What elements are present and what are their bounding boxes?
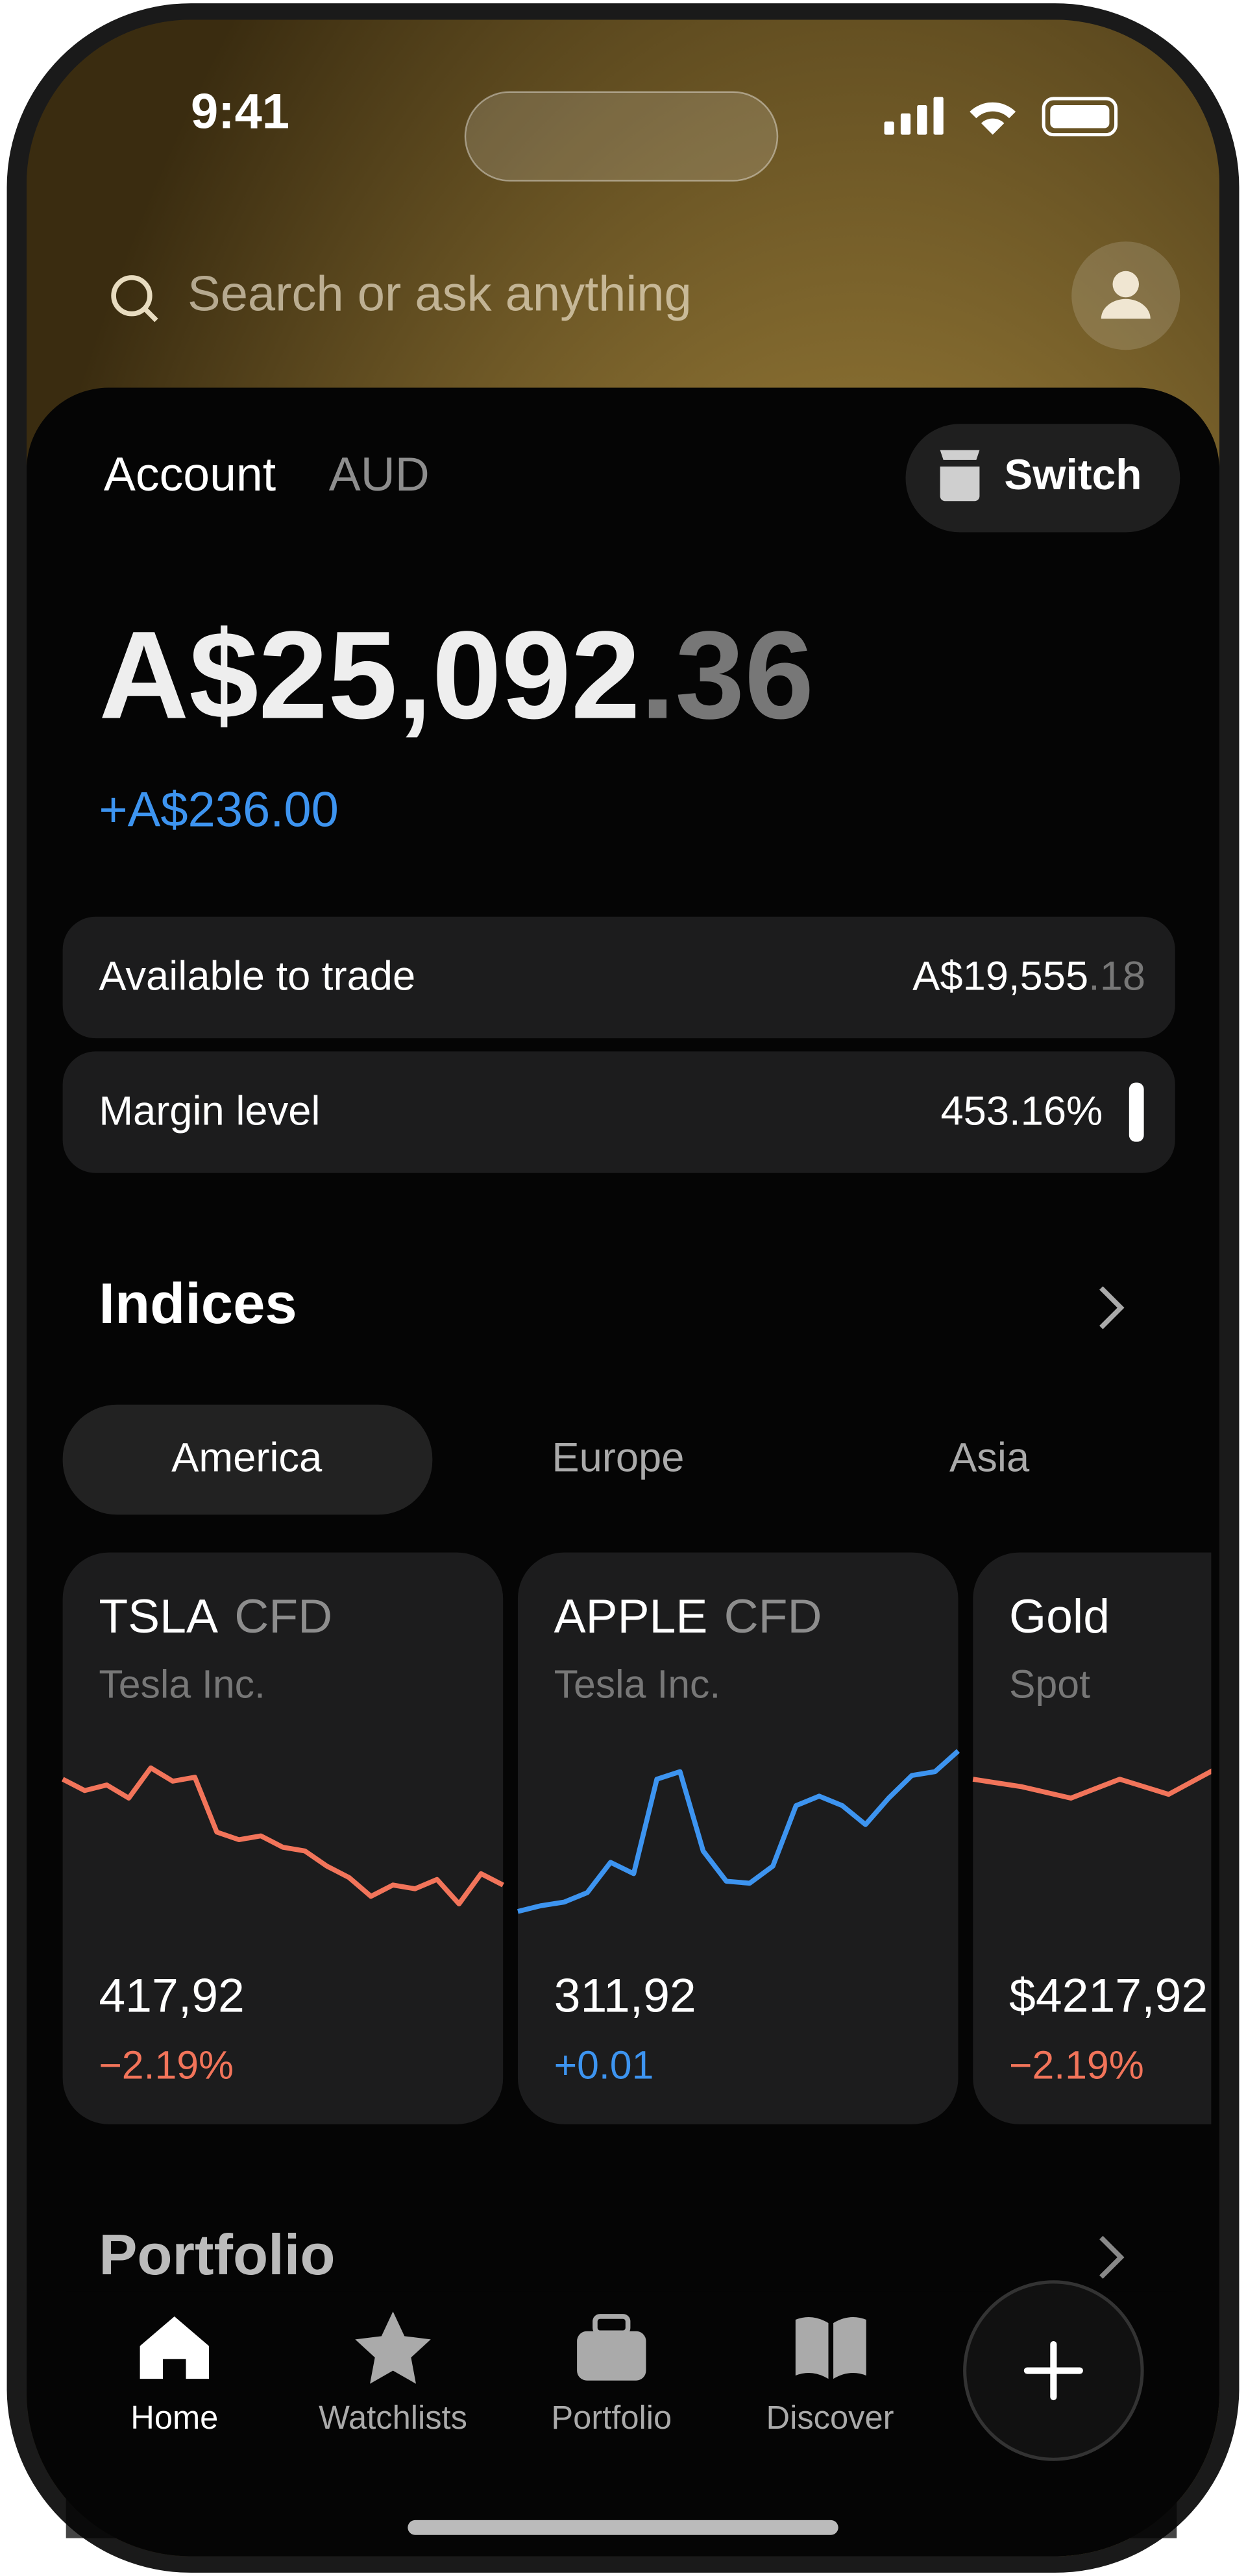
chevron[interactable] xyxy=(1099,1286,1125,1330)
card-symbol: TSLA xyxy=(99,1590,218,1643)
profile-icon xyxy=(1112,271,1140,298)
row-label: Margin level xyxy=(99,1088,320,1134)
row-label: Available to trade xyxy=(99,954,415,999)
nav-icon xyxy=(795,2316,866,2379)
nav-label[interactable]: Portfolio xyxy=(551,2399,672,2436)
card-name: Tesla Inc. xyxy=(99,1662,265,1706)
row-value-cents: .18 xyxy=(1088,954,1145,999)
card-name: Tesla Inc. xyxy=(554,1662,721,1706)
nav-icon xyxy=(140,2316,209,2379)
balance-cents: .36 xyxy=(641,605,814,745)
section-title: Portfolio xyxy=(99,2222,335,2287)
chevron[interactable] xyxy=(1099,2235,1125,2279)
status-icons xyxy=(884,97,1118,137)
card-price: 311,92 xyxy=(554,1969,696,2023)
row-value: A$19,555 xyxy=(912,954,1088,999)
card-name: Spot xyxy=(1009,1662,1090,1706)
nav-icon xyxy=(355,2311,431,2384)
account-currency: AUD xyxy=(329,448,430,501)
card-change: −2.19% xyxy=(99,2043,234,2087)
row-bg xyxy=(62,1051,1175,1173)
card-change: −2.19% xyxy=(1009,2043,1144,2087)
margin-indicator xyxy=(1129,1082,1144,1142)
home-indicator xyxy=(408,2520,838,2535)
card-symbol: Gold xyxy=(1009,1590,1110,1643)
section-title: Indices xyxy=(99,1271,297,1335)
sparkline xyxy=(61,1765,504,1907)
search-icon xyxy=(143,307,158,322)
nav-label[interactable]: Home xyxy=(130,2399,218,2436)
add-icon xyxy=(1023,2340,1083,2401)
switch-icon xyxy=(940,450,980,502)
nav-label[interactable]: Discover xyxy=(766,2399,894,2436)
tab-active[interactable] xyxy=(62,1404,433,1515)
sparkline xyxy=(972,1768,1212,1801)
card[interactable] xyxy=(62,1552,504,2124)
tab-label[interactable]: Europe xyxy=(552,1435,684,1481)
card-symbol: APPLE xyxy=(554,1590,708,1643)
search-icon xyxy=(111,275,153,317)
card[interactable] xyxy=(517,1552,959,2124)
card-price: $4217,92 xyxy=(1009,1969,1208,2023)
card-kind: CFD xyxy=(724,1590,822,1643)
row-bg xyxy=(62,916,1175,1039)
switch-label: Switch xyxy=(1004,450,1142,498)
card-price: 417,92 xyxy=(99,1969,245,2023)
dynamic-island xyxy=(464,91,779,182)
tab-label[interactable]: America xyxy=(171,1435,323,1481)
card[interactable] xyxy=(973,1552,1246,2124)
card-change: +0.01 xyxy=(554,2043,654,2087)
tab-label[interactable]: Asia xyxy=(949,1435,1030,1481)
balance-change: +A$236.00 xyxy=(99,782,339,837)
search-input[interactable]: Search or ask anything xyxy=(188,266,692,321)
balance-whole: A$25,092 xyxy=(99,605,640,745)
row-value: 453.16% xyxy=(940,1088,1103,1134)
nav-label[interactable]: Watchlists xyxy=(319,2399,467,2436)
profile-icon xyxy=(1101,298,1151,319)
account-label: Account xyxy=(104,448,276,501)
card-kind: CFD xyxy=(234,1590,332,1643)
status-time: 9:41 xyxy=(191,84,289,139)
nav-icon xyxy=(577,2331,646,2381)
nav-icon xyxy=(592,2314,631,2336)
sparkline xyxy=(517,1749,960,1914)
tab-bar: Home Watchlists Portfolio Discover xyxy=(130,2399,894,2436)
